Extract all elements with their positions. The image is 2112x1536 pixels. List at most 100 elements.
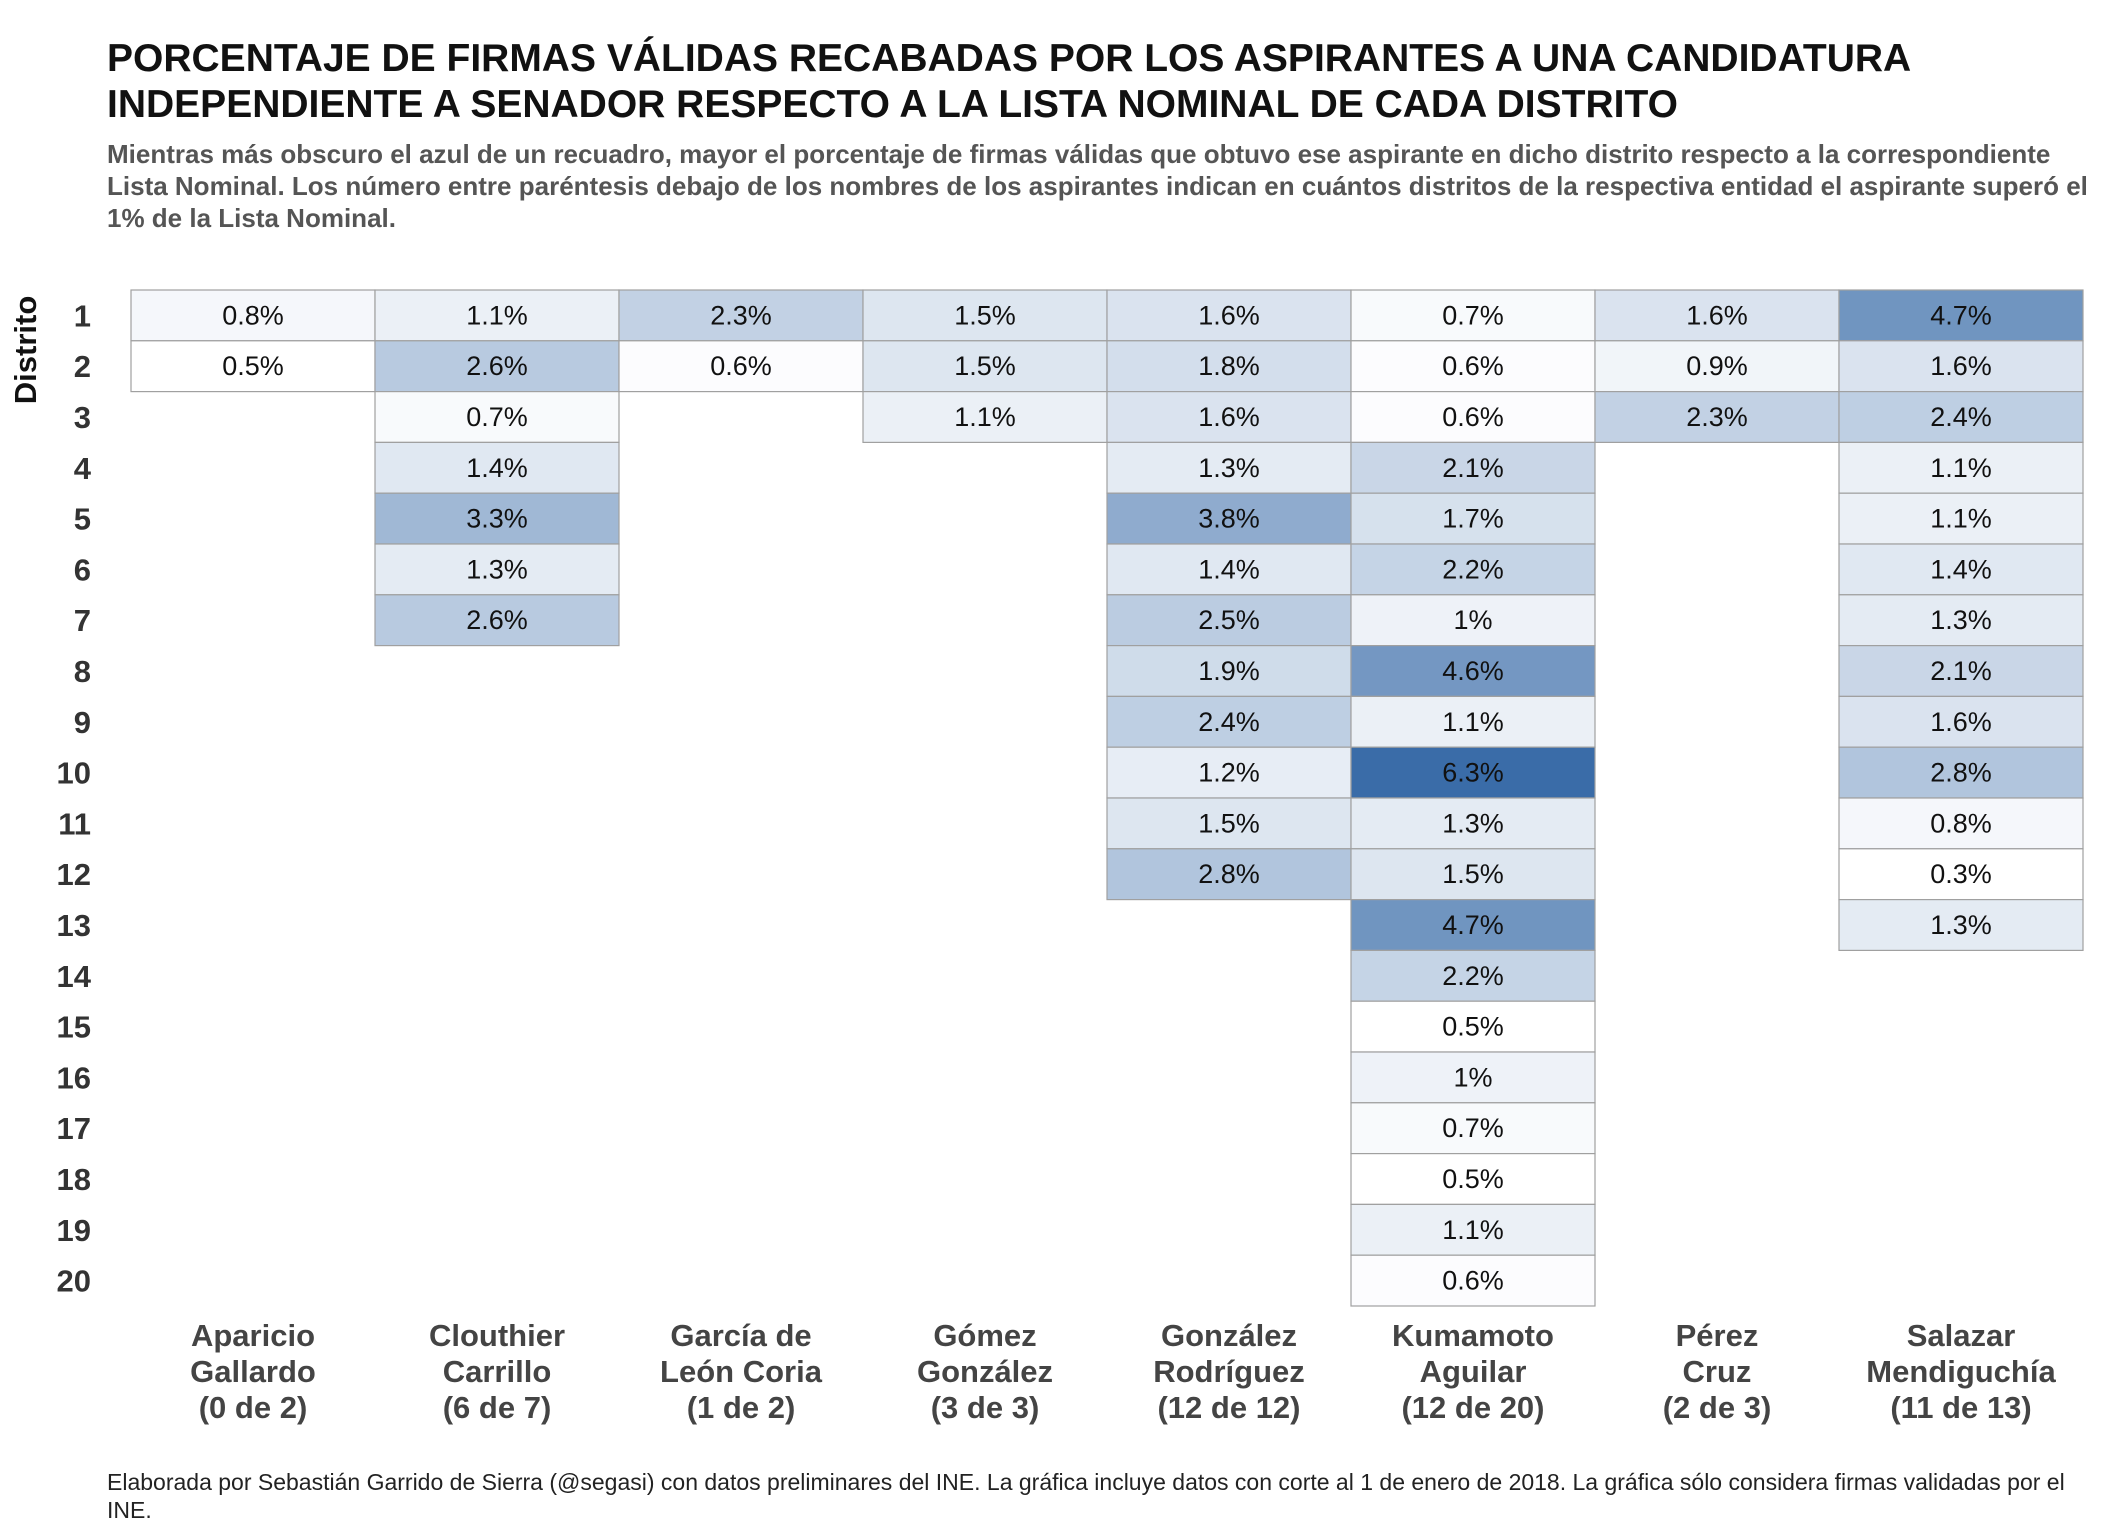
heatmap-cell: 0.5% <box>1350 1152 1596 1205</box>
cell-rect <box>374 340 620 393</box>
cell-rect <box>1838 441 2084 494</box>
heatmap-cell: 0.9% <box>1594 340 1840 393</box>
heatmap-cell: 2.2% <box>1350 949 1596 1002</box>
cell-rect <box>618 289 864 342</box>
x-tick-label: Aparicio <box>191 1318 315 1353</box>
cell-label: 2.6% <box>466 605 528 635</box>
cell-rect <box>1838 695 2084 748</box>
x-tick-label: Mendiguchía <box>1866 1354 2056 1389</box>
cell-label: 1.6% <box>1930 351 1992 381</box>
cell-label: 1.5% <box>954 351 1016 381</box>
chart-subtitle: Mientras más obscuro el azul de un recua… <box>107 139 2088 233</box>
cell-rect <box>1838 644 2084 697</box>
heatmap-cell: 0.6% <box>1350 391 1596 444</box>
heatmap-cell: 1.1% <box>862 391 1108 444</box>
cell-label: 1.1% <box>954 402 1016 432</box>
cell-rect <box>1106 492 1352 545</box>
x-tick-label: Kumamoto <box>1392 1318 1554 1353</box>
cell-rect <box>1106 391 1352 444</box>
cell-label: 3.3% <box>466 504 528 534</box>
cell-rect <box>374 492 620 545</box>
y-tick-label: 19 <box>57 1213 91 1248</box>
y-tick-label: 4 <box>74 451 92 486</box>
cell-label: 1.1% <box>1930 504 1992 534</box>
heatmap-cell: 2.2% <box>1350 543 1596 596</box>
heatmap-cell: 0.3% <box>1838 848 2084 901</box>
heatmap-cell: 2.6% <box>374 340 620 393</box>
cell-rect <box>1350 1000 1596 1053</box>
x-tick-label: Aguilar <box>1420 1354 1527 1389</box>
cell-rect <box>374 594 620 647</box>
heatmap-cell: 1.3% <box>374 543 620 596</box>
cell-rect <box>862 289 1108 342</box>
x-tick-label: (0 de 2) <box>199 1390 308 1425</box>
cell-label: 2.1% <box>1930 656 1992 686</box>
cell-label: 0.6% <box>1442 351 1504 381</box>
y-tick-label: 6 <box>74 552 91 587</box>
y-tick-label: 15 <box>57 1010 91 1045</box>
heatmap-cell: 1.5% <box>862 340 1108 393</box>
x-tick-label: Gómez <box>933 1318 1036 1353</box>
heatmap-cell: 1.4% <box>1106 543 1352 596</box>
heatmap-cell: 1.3% <box>1350 797 1596 850</box>
cell-rect <box>1350 1203 1596 1256</box>
cell-label: 6.3% <box>1442 758 1504 788</box>
cell-rect <box>1838 340 2084 393</box>
heatmap-cell: 1.6% <box>1838 340 2084 393</box>
cell-rect <box>1350 644 1596 697</box>
cell-label: 1.1% <box>1930 453 1992 483</box>
cell-rect <box>1838 391 2084 444</box>
cell-rect <box>1350 848 1596 901</box>
cell-label: 2.3% <box>710 300 772 330</box>
heatmap-cell: 0.8% <box>1838 797 2084 850</box>
x-tick-label: Cruz <box>1683 1354 1752 1389</box>
heatmap-cell: 1.4% <box>1838 543 2084 596</box>
cell-rect <box>1594 289 1840 342</box>
x-tick-label: León Coria <box>660 1354 823 1389</box>
cell-label: 0.8% <box>1930 808 1992 838</box>
cell-rect <box>1106 746 1352 799</box>
cell-label: 0.7% <box>1442 300 1504 330</box>
heatmap-cell: 1% <box>1350 1051 1596 1104</box>
cell-rect <box>1350 594 1596 647</box>
cell-label: 2.1% <box>1442 453 1504 483</box>
chart-title: PORCENTAJE DE FIRMAS VÁLIDAS RECABADAS P… <box>107 37 1910 126</box>
cell-label: 0.6% <box>710 351 772 381</box>
x-tick-label: (2 de 3) <box>1663 1390 1772 1425</box>
cell-rect <box>1350 1051 1596 1104</box>
cell-rect <box>1350 1102 1596 1155</box>
cell-label: 2.6% <box>466 351 528 381</box>
heatmap-cell: 0.5% <box>130 340 376 393</box>
cell-label: 2.3% <box>1686 402 1748 432</box>
heatmap-cell: 3.8% <box>1106 492 1352 545</box>
y-tick-label: 1 <box>74 298 91 333</box>
heatmap-cell: 1.5% <box>862 289 1108 342</box>
x-tick-label: (6 de 7) <box>443 1390 552 1425</box>
heatmap-cell: 4.6% <box>1350 644 1596 697</box>
cell-label: 1.5% <box>1198 808 1260 838</box>
heatmap-cell: 2.8% <box>1106 848 1352 901</box>
heatmap-cell: 1.3% <box>1106 441 1352 494</box>
cell-label: 2.8% <box>1930 758 1992 788</box>
cell-label: 1.1% <box>1442 1215 1504 1245</box>
y-tick-label: 3 <box>74 400 91 435</box>
y-tick-label: 8 <box>74 654 91 689</box>
x-tick-label: Clouthier <box>429 1318 565 1353</box>
cell-label: 4.7% <box>1930 300 1992 330</box>
cell-label: 2.4% <box>1930 402 1992 432</box>
cell-rect <box>1594 391 1840 444</box>
cell-rect <box>1838 898 2084 951</box>
cell-label: 1.4% <box>1198 554 1260 584</box>
y-tick-label: 9 <box>74 705 91 740</box>
heatmap-cell: 0.6% <box>1350 1254 1596 1307</box>
cell-label: 2.5% <box>1198 605 1260 635</box>
x-tick-label: González <box>917 1354 1053 1389</box>
x-tick-label: Pérez <box>1676 1318 1759 1353</box>
heatmap-cell: 1.4% <box>374 441 620 494</box>
heatmap-cell: 2.4% <box>1838 391 2084 444</box>
cell-rect <box>1350 340 1596 393</box>
x-tick-label: Carrillo <box>443 1354 552 1389</box>
cell-label: 1.6% <box>1930 707 1992 737</box>
x-tick-label: (1 de 2) <box>687 1390 796 1425</box>
